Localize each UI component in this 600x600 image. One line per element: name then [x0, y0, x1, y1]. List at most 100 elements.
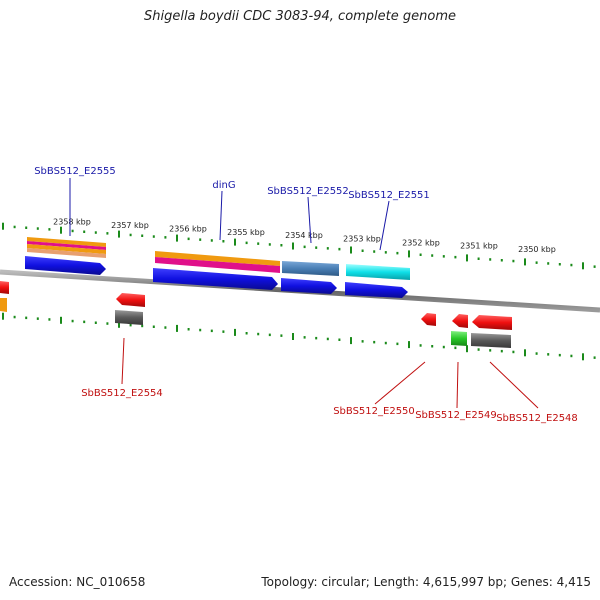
- gene-arrow-lower-2[interactable]: [421, 313, 436, 326]
- tick-mark: [199, 328, 202, 332]
- tick-mark: [245, 332, 248, 335]
- tick-mark: [442, 255, 445, 258]
- gene-fragment-red-left[interactable]: [0, 281, 9, 294]
- tick-mark: [431, 345, 434, 348]
- gene-arrow-upper-1[interactable]: [25, 256, 106, 275]
- tick-mark: [60, 226, 62, 234]
- tick-mark: [500, 259, 503, 262]
- tick-mark: [222, 330, 225, 333]
- tick-mark: [373, 250, 376, 253]
- gene-fragment-orange-left[interactable]: [0, 298, 7, 312]
- tick-mark: [222, 240, 225, 243]
- gene-arrow-lower-4[interactable]: [472, 315, 512, 330]
- gene-box-gray-1[interactable]: [115, 310, 143, 325]
- gene-label-e2554[interactable]: SbBS512_E2554: [81, 388, 163, 399]
- gene-label-e2551[interactable]: SbBS512_E2551: [348, 190, 430, 201]
- tick-mark: [489, 258, 492, 261]
- tick-label: 2351 kbp: [460, 242, 498, 251]
- tick-mark: [454, 346, 457, 350]
- tick-mark: [570, 354, 573, 358]
- gene-arrow-lower-3[interactable]: [452, 314, 468, 328]
- tick-mark: [268, 243, 271, 246]
- tick-mark: [71, 319, 74, 323]
- gene-arrow-upper-3[interactable]: [281, 278, 337, 294]
- tick-mark: [547, 262, 550, 265]
- tick-mark: [48, 318, 51, 321]
- tick-label: 2357 kbp: [111, 221, 149, 230]
- tick-mark: [71, 229, 74, 233]
- tick-mark: [419, 253, 422, 256]
- tick-mark: [396, 251, 399, 255]
- tick-mark: [268, 333, 271, 337]
- gene-label-e2550[interactable]: SbBS512_E2550: [333, 406, 415, 417]
- tick-mark: [361, 340, 364, 343]
- tick-mark: [187, 328, 190, 331]
- tick-mark: [466, 345, 468, 353]
- tick-mark: [129, 323, 132, 327]
- gene-box-steelblue[interactable]: [282, 261, 339, 276]
- tick-mark: [489, 349, 492, 352]
- upper-band-dinG: [155, 251, 280, 273]
- tick-label: 2354 kbp: [285, 231, 323, 240]
- tick-mark: [593, 356, 596, 359]
- tick-label: 2350 kbp: [518, 245, 556, 254]
- tick-mark: [25, 226, 28, 229]
- tick-mark: [292, 242, 294, 250]
- tick-mark: [152, 325, 155, 328]
- tick-mark: [512, 350, 515, 354]
- tick-mark: [118, 230, 120, 238]
- gene-label-e2555[interactable]: SbBS512_E2555: [34, 166, 116, 177]
- tick-mark: [303, 245, 306, 249]
- gene-arrow-upper-4[interactable]: [345, 282, 408, 298]
- tick-label: 2352 kbp: [402, 238, 440, 247]
- gene-label-e2552[interactable]: SbBS512_E2552: [267, 186, 349, 197]
- tick-mark: [535, 352, 538, 355]
- tick-mark: [13, 315, 16, 319]
- tick-mark: [524, 349, 526, 357]
- tick-label: 2353 kbp: [343, 235, 381, 244]
- gene-box-cyan[interactable]: [346, 264, 410, 280]
- tick-mark: [535, 261, 538, 264]
- accession-text: Accession: NC_010658: [9, 575, 146, 589]
- tick-mark: [94, 231, 97, 234]
- tick-mark: [141, 324, 144, 328]
- tick-label: 2355 kbp: [227, 228, 265, 237]
- gene-arrow-lower-1[interactable]: [116, 293, 145, 307]
- gene-box-gray-2[interactable]: [471, 333, 511, 348]
- tick-mark: [384, 341, 387, 345]
- tick-mark: [164, 236, 167, 239]
- tick-mark: [477, 257, 480, 260]
- tick-mark: [129, 233, 132, 237]
- tick-label: 2358 kbp: [53, 217, 91, 226]
- tick-mark: [303, 336, 306, 339]
- gene-label-ding[interactable]: dinG: [212, 180, 235, 191]
- tick-mark: [60, 316, 62, 324]
- tick-mark: [94, 321, 97, 324]
- tick-mark: [384, 251, 387, 254]
- gene-box-green[interactable]: [451, 331, 467, 346]
- tick-mark: [2, 222, 4, 230]
- tick-mark: [431, 254, 434, 257]
- tick-mark: [350, 246, 352, 254]
- tick-label: 2356 kbp: [169, 224, 207, 233]
- upper-leader-lines: [69, 178, 390, 251]
- upper-band-left: [27, 237, 106, 258]
- tick-mark: [257, 332, 260, 336]
- tick-mark: [106, 232, 109, 235]
- tick-mark: [593, 265, 596, 268]
- tick-mark: [408, 341, 410, 349]
- tick-mark: [315, 336, 318, 340]
- tick-mark: [292, 333, 294, 340]
- tick-mark: [25, 316, 28, 320]
- tick-mark: [257, 242, 260, 245]
- tick-mark: [512, 259, 515, 263]
- gene-arrow-upper-2[interactable]: [153, 268, 278, 290]
- gene-label-e2548[interactable]: SbBS512_E2548: [496, 413, 578, 424]
- gene-label-e2549[interactable]: SbBS512_E2549: [415, 410, 497, 421]
- tick-mark: [210, 239, 213, 242]
- tick-labels: 2358 kbp 2357 kbp 2356 kbp 2355 kbp 2354 kbp…: [53, 217, 556, 254]
- tick-mark: [338, 338, 341, 341]
- tick-mark: [361, 249, 364, 252]
- tick-mark: [315, 246, 318, 249]
- lower-tick-ring: [2, 312, 596, 361]
